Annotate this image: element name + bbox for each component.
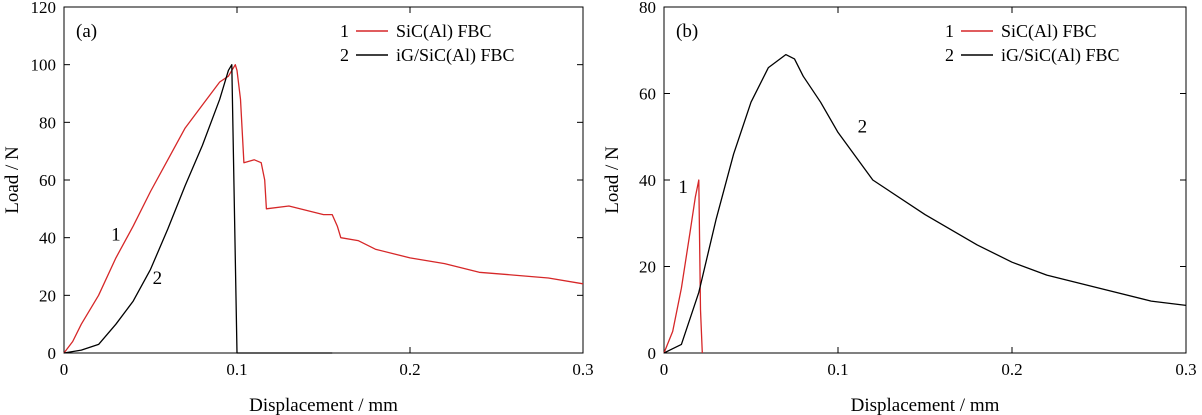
- x-tick-label: 0.2: [1001, 360, 1022, 379]
- y-tick-label: 0: [648, 344, 657, 363]
- x-tick-label: 0.3: [572, 360, 593, 379]
- y-tick-label: 20: [39, 286, 56, 305]
- x-tick-label: 0.1: [226, 360, 247, 379]
- legend-number-1: 1: [340, 21, 349, 41]
- x-tick-label: 0: [660, 360, 669, 379]
- y-axis-label: Load / N: [2, 146, 23, 214]
- x-tick-label: 0: [60, 360, 69, 379]
- y-tick-label: 40: [639, 171, 656, 190]
- series-line-2: [663, 53, 1187, 354]
- legend-label-2: iG/SiC(Al) FBC: [1001, 45, 1120, 66]
- y-tick-label: 20: [639, 258, 656, 277]
- y-axis-label: Load / N: [602, 146, 623, 214]
- chart-panel-b: 0 0.1 0.2 0.3 0 20 40 60 80 Displacement / mm Load…: [602, 0, 1197, 415]
- series-annotation-2: 2: [858, 116, 868, 137]
- x-axis-label: Displacement / mm: [851, 395, 1000, 415]
- x-tick-label: 0.1: [827, 360, 848, 379]
- series-line-1: [63, 64, 584, 354]
- y-tick-label: 80: [639, 0, 656, 17]
- x-axis-label: Displacement / mm: [249, 395, 398, 415]
- series-annotation-2: 2: [153, 268, 163, 289]
- legend-number-1: 1: [945, 21, 954, 41]
- chart-panel-a: 0 0.1 0.2 0.3 0 20 40 60 80 100 120 Displacement / …: [2, 0, 594, 415]
- panel-label: (a): [76, 21, 97, 42]
- legend-label-1: SiC(Al) FBC: [396, 21, 492, 42]
- series-annotation-1: 1: [111, 225, 121, 246]
- y-tick-label: 60: [39, 171, 56, 190]
- series-line-2: [63, 64, 333, 354]
- y-tick-label: 80: [39, 113, 56, 132]
- legend-label-2: iG/SiC(Al) FBC: [396, 45, 515, 66]
- x-tick-label: 0.2: [399, 360, 420, 379]
- legend-number-2: 2: [340, 45, 349, 65]
- x-tick-label: 0.3: [1175, 360, 1196, 379]
- legend-label-1: SiC(Al) FBC: [1001, 21, 1097, 42]
- y-tick-label: 0: [48, 344, 57, 363]
- legend-number-2: 2: [945, 45, 954, 65]
- y-tick-label: 40: [39, 229, 56, 248]
- y-tick-label: 100: [31, 56, 57, 75]
- y-tick-label: 120: [31, 0, 57, 17]
- y-tick-label: 60: [639, 85, 656, 104]
- series-annotation-1: 1: [678, 177, 688, 198]
- panel-label: (b): [676, 21, 698, 42]
